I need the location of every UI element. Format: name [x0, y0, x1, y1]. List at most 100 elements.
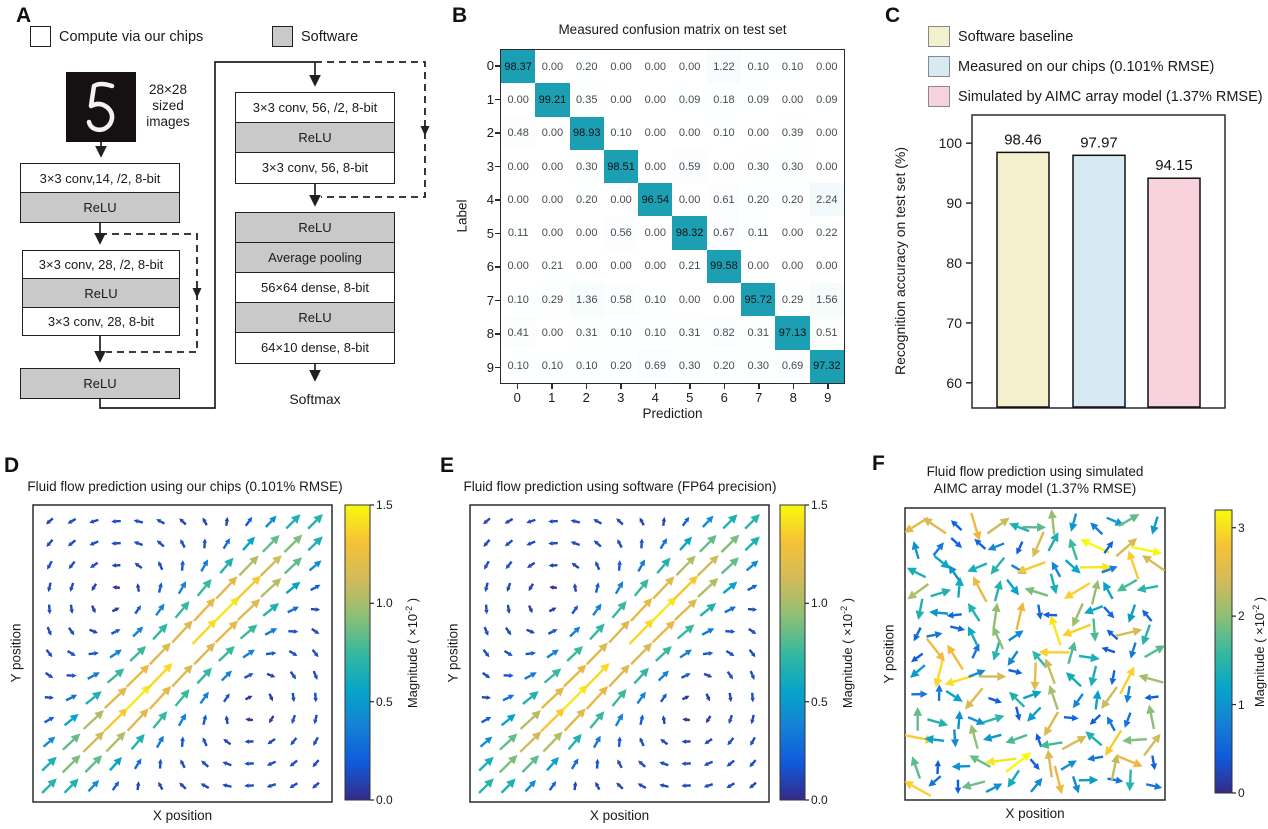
matrix-cell: 0.10: [610, 327, 632, 340]
row-tick-label: 2: [486, 125, 494, 140]
matrix-cell: 0.31: [678, 327, 701, 340]
cb-tick-label: 1.0: [811, 596, 828, 611]
y-tickmark: [495, 65, 500, 67]
colorbar: [779, 504, 806, 801]
matrix-cell: 1.36: [570, 283, 604, 316]
quiver-f-title-line: AIMC array model (1.37% RMSE): [933, 481, 1137, 496]
matrix-cell: 0.00: [576, 227, 598, 240]
cb-label-exponent: -2: [838, 605, 849, 614]
cb-tick-label: 1.5: [811, 498, 828, 512]
col-tick-label: 4: [651, 390, 659, 405]
matrix-cell: 0.00: [747, 260, 769, 273]
flow-box-software: Average pooling: [235, 242, 395, 274]
cb-label-post: ): [1252, 596, 1268, 605]
flow-box-chip: 3×3 conv, 28, 8-bit: [22, 306, 180, 337]
matrix-cell: 0.30: [781, 160, 804, 173]
dashed-skip-arrowheads: [192, 126, 430, 298]
cb-label-pre: Magnitude ( ×10: [840, 613, 856, 708]
matrix-cell: 0.10: [781, 60, 804, 73]
matrix-cell: 98.37: [501, 50, 536, 84]
cb-tick-label: 3: [1238, 520, 1245, 535]
matrix-cell: 0.00: [678, 127, 701, 140]
matrix-cell: 0.82: [713, 327, 735, 340]
matrix-cell: 0.00: [816, 260, 838, 273]
row-tick-label: 1: [486, 91, 494, 107]
quiver-arrows: [478, 514, 760, 794]
matrix-cell: 0.10: [507, 293, 529, 306]
quiver-f-title-line: Fluid flow prediction using simulated: [926, 464, 1144, 479]
row-tick-label: 8: [486, 326, 494, 341]
matrix-cell: 0.18: [713, 93, 735, 106]
cb-axis-label: Magnitude ( ×10-2 ): [839, 597, 855, 707]
panel-a-label: A: [16, 4, 32, 27]
y-tickmark: [495, 333, 500, 335]
col-tick-label: 2: [582, 390, 590, 405]
col-tick-label: 1: [548, 390, 556, 405]
row-tick-label: 6: [486, 259, 494, 274]
y-tick-label: 80: [946, 255, 962, 271]
cb-label-post: ): [840, 597, 856, 606]
row-tick-label: 4: [486, 192, 494, 207]
matrix-cell: 95.72: [741, 283, 776, 317]
quiver-svg: [32, 504, 374, 803]
cb-axis-label: Magnitude ( ×10-2 ): [1251, 596, 1267, 706]
matrix-cell: 0.00: [610, 93, 632, 106]
quiver-svg: [904, 507, 1236, 801]
col-tick-label: 6: [720, 390, 728, 405]
quiver-d-ylabel: Y position: [8, 623, 24, 683]
matrix-cell: 0.00: [541, 327, 564, 340]
panel-d: D Fluid flow prediction using our chips …: [0, 450, 437, 829]
matrix-cell: 0.00: [507, 160, 529, 173]
x-tickmark: [792, 384, 794, 389]
matrix-cell: 0.41: [507, 327, 529, 340]
bar-value-label: 94.15: [1155, 157, 1193, 174]
col-tick-label: 8: [789, 390, 797, 405]
matrix-cell: 0.00: [610, 260, 632, 273]
matrix-cell: 0.10: [610, 127, 632, 140]
legend-label: Measured on our chips (0.101% RMSE): [958, 58, 1215, 75]
matrix-cell: 0.20: [747, 193, 769, 206]
row-tick-label: 7: [486, 292, 494, 308]
legend-label: Compute via our chips: [59, 28, 204, 45]
flow-connectors: [94, 61, 430, 409]
flow-box-chip: 3×3 conv, 28, /2, 8-bit: [22, 250, 180, 280]
matrix-cell: 0.00: [781, 93, 804, 106]
flow-box-software: ReLU: [22, 278, 180, 309]
matrix-cell: 0.09: [747, 93, 769, 106]
matrix-cell: 0.20: [576, 193, 598, 206]
matrix-cell: 0.11: [747, 227, 769, 240]
matrix-cell: 0.00: [713, 160, 735, 173]
cb-tick-label: 1.5: [376, 498, 393, 512]
y-tick-label: 70: [946, 315, 962, 331]
matrix-cell: 0.21: [678, 260, 701, 273]
matrix-cell: 0.00: [507, 93, 529, 106]
confusion-grid: 98.37 0.00 0.20 0.00 0.00 0.00 1.22 0.10 0.10 0.0…: [500, 49, 845, 384]
legend-item: Compute via our chips: [30, 26, 203, 47]
matrix-cell: 0.00: [576, 260, 598, 273]
cb-tick-label: 0.0: [811, 793, 828, 807]
x-tickmark: [551, 384, 553, 389]
matrix-cell: 0.69: [781, 360, 804, 373]
cb-tick-label: 1.0: [376, 596, 393, 611]
panel-b-label: B: [452, 4, 468, 27]
cb-tick-label: 0.5: [376, 694, 393, 709]
matrix-cell: 0.30: [678, 360, 701, 373]
x-tickmark: [827, 384, 829, 389]
bar: [1072, 154, 1126, 408]
matrix-cell: 0.31: [576, 327, 598, 340]
bar-chart-ylabel: Recognition accuracy on test set (%): [892, 147, 908, 375]
axis-label-prediction: Prediction: [642, 406, 703, 421]
legend-label: Software: [301, 28, 359, 45]
softmax-label: Softmax: [289, 391, 341, 407]
quiver-arrows: [905, 509, 1165, 797]
matrix-cell: 0.00: [610, 193, 632, 206]
matrix-cell: 0.00: [781, 227, 804, 240]
y-tick-label: 90: [946, 195, 962, 211]
matrix-cell: 0.11: [507, 227, 529, 240]
panel-c-label: C: [885, 4, 901, 27]
y-tickmark: [495, 232, 500, 234]
matrix-cell: 0.00: [541, 160, 564, 173]
panel-c: C Software baseline Measured on our chips…: [875, 0, 1268, 450]
legend-swatch: [928, 26, 950, 47]
